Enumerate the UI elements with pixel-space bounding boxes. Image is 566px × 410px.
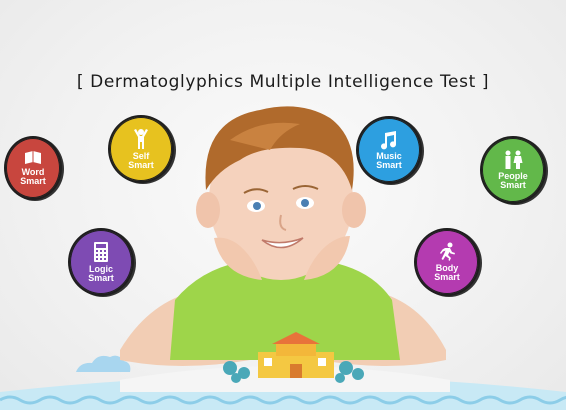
school-building-icon (258, 332, 334, 378)
calculator-icon (94, 242, 108, 262)
page-title: [ Dermatoglyphics Multiple Intelligence … (76, 72, 490, 92)
people-smart-badge[interactable]: People Smart (480, 136, 546, 204)
logic-smart-badge[interactable]: Logic Smart (68, 228, 134, 296)
running-person-icon (440, 242, 455, 261)
people-icon (505, 150, 523, 169)
person-arms-up-icon (134, 129, 148, 149)
music-smart-badge[interactable]: Music Smart (356, 116, 422, 184)
badge-label: Logic Smart (88, 264, 114, 283)
badge-label: Self Smart (128, 151, 154, 170)
badge-label: Music Smart (376, 151, 402, 170)
badge-label: Body Smart (434, 263, 460, 282)
book-icon (25, 151, 41, 164)
self-smart-badge[interactable]: Self Smart (108, 115, 174, 183)
music-note-icon (381, 131, 397, 150)
badge-label: People Smart (498, 171, 528, 190)
wave-decoration (0, 395, 566, 405)
body-smart-badge[interactable]: Body Smart (414, 228, 480, 296)
badge-label: Word Smart (20, 167, 46, 186)
cloud-decoration (76, 355, 131, 372)
word-smart-badge[interactable]: Word Smart (4, 136, 62, 200)
